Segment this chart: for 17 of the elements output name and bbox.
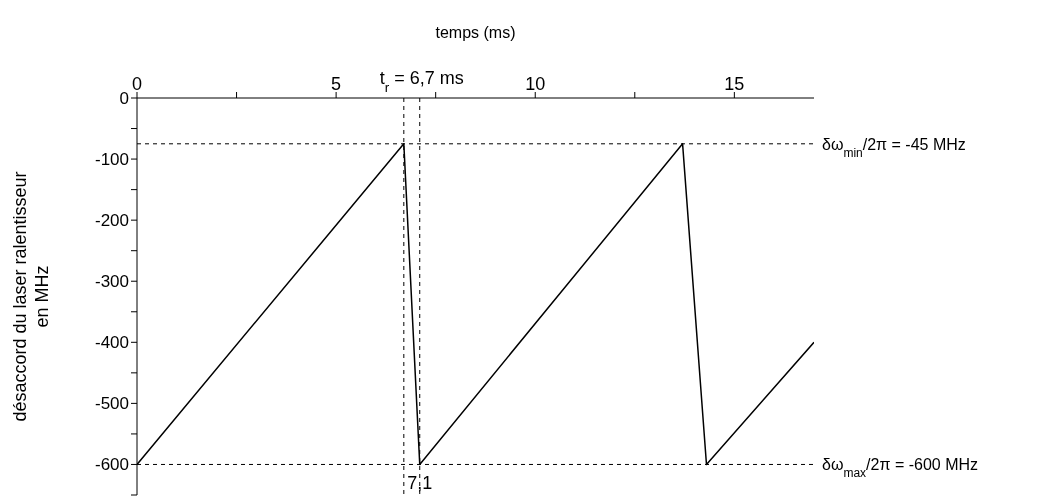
ref-line-label: t$_{r}$ = 6,7 ms	[379, 68, 464, 95]
x-tick-label: 0	[131, 74, 143, 94]
x-tick-label: 15	[724, 74, 745, 94]
x-tick-label: 10	[525, 74, 546, 94]
ref-line-label: 7,1	[407, 473, 433, 493]
y-tick-label: -600	[94, 455, 129, 475]
x-axis-title: temps (ms)	[435, 24, 516, 41]
y-tick-label: 0	[119, 89, 129, 109]
x-tick-label: 5	[331, 74, 342, 94]
y-tick-label: -400	[94, 333, 129, 353]
y-axis-title: désaccord du laser ralentisseur en MHz	[10, 171, 52, 422]
text: δω$_{min}$/2π = -45 MHz	[822, 135, 966, 160]
ref-line-label: δω$_{max}$/2π = -600 MHz	[822, 456, 979, 481]
y-tick-label: -200	[94, 211, 129, 231]
y-tick-label: -100	[94, 150, 129, 170]
y-tick-label: -500	[94, 394, 129, 414]
y-tick-label: -300	[94, 272, 129, 292]
